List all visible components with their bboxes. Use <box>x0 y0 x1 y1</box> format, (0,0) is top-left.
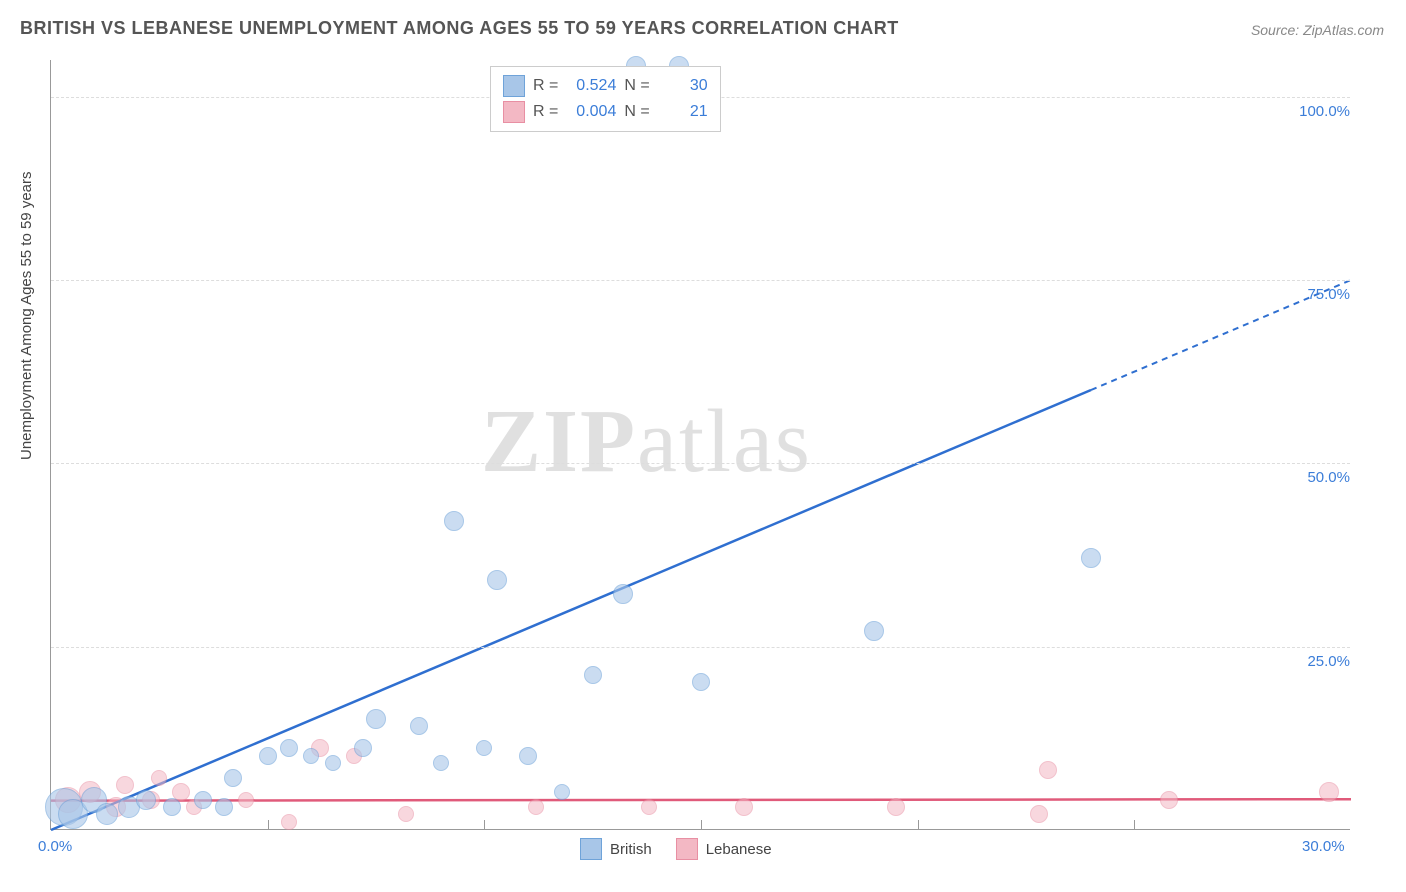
lebanese-point <box>281 814 297 830</box>
legend-bottom: British Lebanese <box>580 838 772 860</box>
lebanese-point <box>116 776 134 794</box>
swatch-british-icon <box>503 75 525 97</box>
lebanese-point <box>1039 761 1057 779</box>
x-min-label: 0.0% <box>38 838 72 855</box>
british-point <box>584 666 602 684</box>
legend-label-lebanese: Lebanese <box>706 841 772 858</box>
british-point <box>96 803 118 825</box>
stats-row-british: R = 0.524 N = 30 <box>503 73 708 99</box>
swatch-british-icon <box>580 838 602 860</box>
british-point <box>136 790 156 810</box>
british-point <box>354 739 372 757</box>
british-point <box>613 584 633 604</box>
r-value-british: 0.524 <box>566 73 616 99</box>
british-point <box>215 798 233 816</box>
swatch-lebanese-icon <box>676 838 698 860</box>
trend-line <box>51 390 1091 830</box>
british-point <box>410 717 428 735</box>
lebanese-point <box>735 798 753 816</box>
british-point <box>433 755 449 771</box>
gridline <box>51 280 1350 281</box>
lebanese-point <box>1160 791 1178 809</box>
british-point <box>554 784 570 800</box>
n-value-british: 30 <box>658 73 708 99</box>
y-tick-label: 75.0% <box>1290 286 1350 303</box>
swatch-lebanese-icon <box>503 101 525 123</box>
r-value-lebanese: 0.004 <box>566 99 616 125</box>
n-label: N = <box>624 99 649 125</box>
source-label: Source: ZipAtlas.com <box>1251 22 1384 38</box>
x-tick <box>918 820 919 830</box>
trend-lines-svg <box>51 60 1350 829</box>
british-point <box>519 747 537 765</box>
legend-item-lebanese: Lebanese <box>676 838 772 860</box>
british-point <box>864 621 884 641</box>
lebanese-point <box>1030 805 1048 823</box>
n-value-lebanese: 21 <box>658 99 708 125</box>
lebanese-point <box>238 792 254 808</box>
british-point <box>280 739 298 757</box>
x-max-label: 30.0% <box>1302 838 1345 855</box>
british-point <box>194 791 212 809</box>
lebanese-point <box>887 798 905 816</box>
x-tick <box>268 820 269 830</box>
lebanese-point <box>398 806 414 822</box>
british-point <box>163 798 181 816</box>
gridline <box>51 463 1350 464</box>
r-label: R = <box>533 99 558 125</box>
stats-box: R = 0.524 N = 30 R = 0.004 N = 21 <box>490 66 721 132</box>
british-point <box>444 511 464 531</box>
lebanese-point <box>1319 782 1339 802</box>
legend-item-british: British <box>580 838 652 860</box>
british-point <box>325 755 341 771</box>
plot-area: ZIPatlas <box>50 60 1350 830</box>
british-point <box>259 747 277 765</box>
x-tick <box>1134 820 1135 830</box>
british-point <box>487 570 507 590</box>
y-tick-label: 100.0% <box>1290 103 1350 120</box>
british-point <box>224 769 242 787</box>
british-point <box>476 740 492 756</box>
british-point <box>366 709 386 729</box>
lebanese-point <box>641 799 657 815</box>
y-tick-label: 50.0% <box>1290 469 1350 486</box>
x-tick <box>484 820 485 830</box>
lebanese-point <box>528 799 544 815</box>
lebanese-point <box>151 770 167 786</box>
stats-row-lebanese: R = 0.004 N = 21 <box>503 99 708 125</box>
x-tick <box>701 820 702 830</box>
legend-label-british: British <box>610 841 652 858</box>
y-axis-label: Unemployment Among Ages 55 to 59 years <box>18 171 35 460</box>
y-tick-label: 25.0% <box>1290 653 1350 670</box>
british-point <box>1081 548 1101 568</box>
british-point <box>692 673 710 691</box>
chart-title: BRITISH VS LEBANESE UNEMPLOYMENT AMONG A… <box>20 18 899 39</box>
british-point <box>303 748 319 764</box>
gridline <box>51 647 1350 648</box>
r-label: R = <box>533 73 558 99</box>
n-label: N = <box>624 73 649 99</box>
